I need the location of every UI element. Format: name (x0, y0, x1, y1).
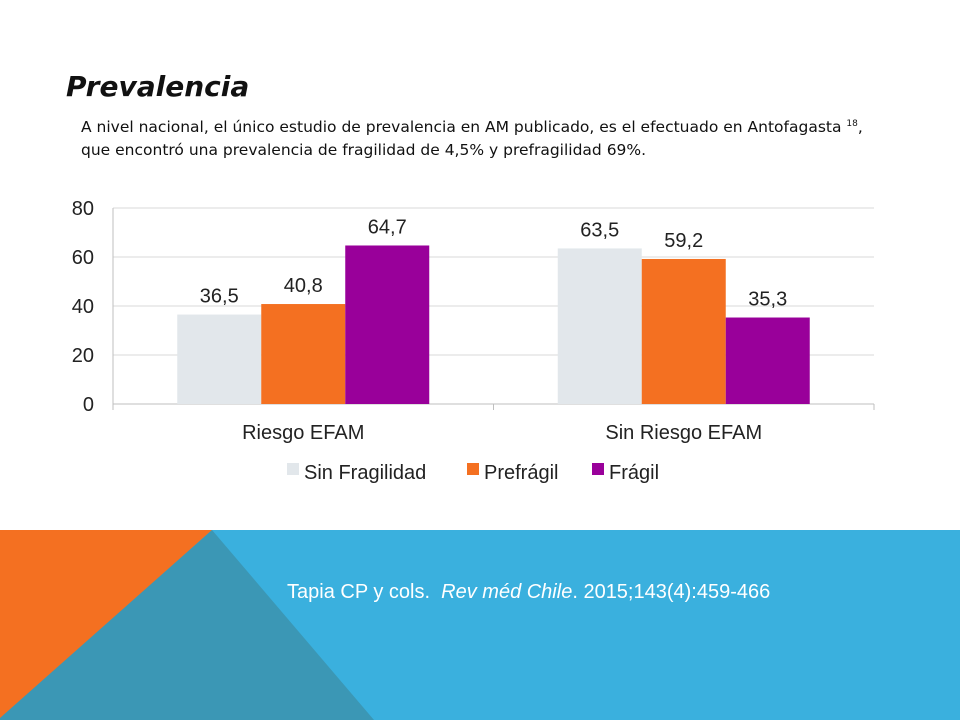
legend-swatch (287, 463, 299, 475)
legend-label: Prefrágil (484, 462, 558, 484)
bar-sin-fragilidad (557, 248, 642, 404)
data-label: 64,7 (368, 216, 407, 238)
legend-label: Frágil (609, 462, 659, 484)
data-label: 40,8 (284, 275, 323, 297)
footer-dark-triangle (0, 530, 374, 720)
data-label: 35,3 (748, 289, 787, 311)
prevalence-bar-chart: 0 20 40 60 80 36,5 40,8 64,7 Riesgo EFAM 63,5 59,2… (72, 198, 875, 484)
body-text-part-2: , que encontró una prevalencia de fragil… (81, 118, 863, 159)
citation: Tapia CP y cols. Rev méd Chile. 2015;143… (287, 581, 770, 604)
data-label: 63,5 (580, 219, 619, 241)
citation-journal: Rev méd Chile (441, 581, 573, 603)
y-tick-label: 80 (72, 198, 94, 220)
y-tick-label: 40 (72, 296, 94, 318)
bar-frágil (725, 317, 810, 404)
data-label: 59,2 (664, 230, 703, 252)
bar-sin-fragilidad (177, 314, 262, 404)
bar-frágil (345, 245, 430, 404)
body-text-part-1: A nivel nacional, el único estudio de pr… (81, 118, 847, 136)
category-label: Sin Riesgo EFAM (605, 422, 762, 444)
y-tick-label: 0 (83, 394, 94, 416)
citation-details: . 2015;143(4):459-466 (572, 581, 771, 603)
reference-superscript: 18 (846, 118, 858, 129)
slide-title: Prevalencia (66, 70, 250, 103)
legend-swatch (592, 463, 604, 475)
bar-prefrágil (261, 304, 346, 404)
data-label: 36,5 (200, 286, 239, 308)
legend-swatch (467, 463, 479, 475)
category-label: Riesgo EFAM (242, 422, 364, 444)
citation-authors: Tapia CP y cols. (287, 581, 431, 603)
y-tick-label: 20 (72, 345, 94, 367)
bar-prefrágil (641, 258, 726, 404)
legend-label: Sin Fragilidad (304, 462, 426, 484)
slide-body-text: A nivel nacional, el único estudio de pr… (81, 116, 881, 162)
y-tick-label: 60 (72, 247, 94, 269)
